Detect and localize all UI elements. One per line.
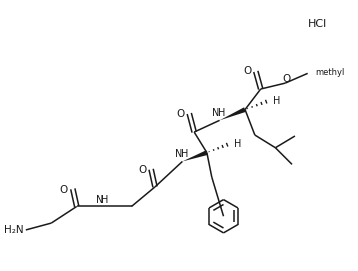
- Text: H₂N: H₂N: [4, 225, 24, 235]
- Text: O: O: [282, 74, 290, 84]
- Text: H: H: [218, 108, 225, 118]
- Text: O: O: [176, 109, 184, 120]
- Text: methyl: methyl: [315, 68, 345, 77]
- Text: O: O: [60, 185, 68, 195]
- Text: N: N: [96, 195, 103, 205]
- Text: O: O: [138, 165, 146, 175]
- Text: H: H: [234, 139, 242, 149]
- Text: O: O: [244, 66, 252, 76]
- Polygon shape: [219, 107, 246, 120]
- Text: H: H: [181, 149, 188, 159]
- Text: HCl: HCl: [308, 20, 327, 30]
- Text: H: H: [101, 195, 109, 205]
- Polygon shape: [183, 150, 208, 162]
- Text: H: H: [274, 96, 281, 106]
- Text: N: N: [212, 108, 219, 118]
- Text: N: N: [175, 149, 182, 159]
